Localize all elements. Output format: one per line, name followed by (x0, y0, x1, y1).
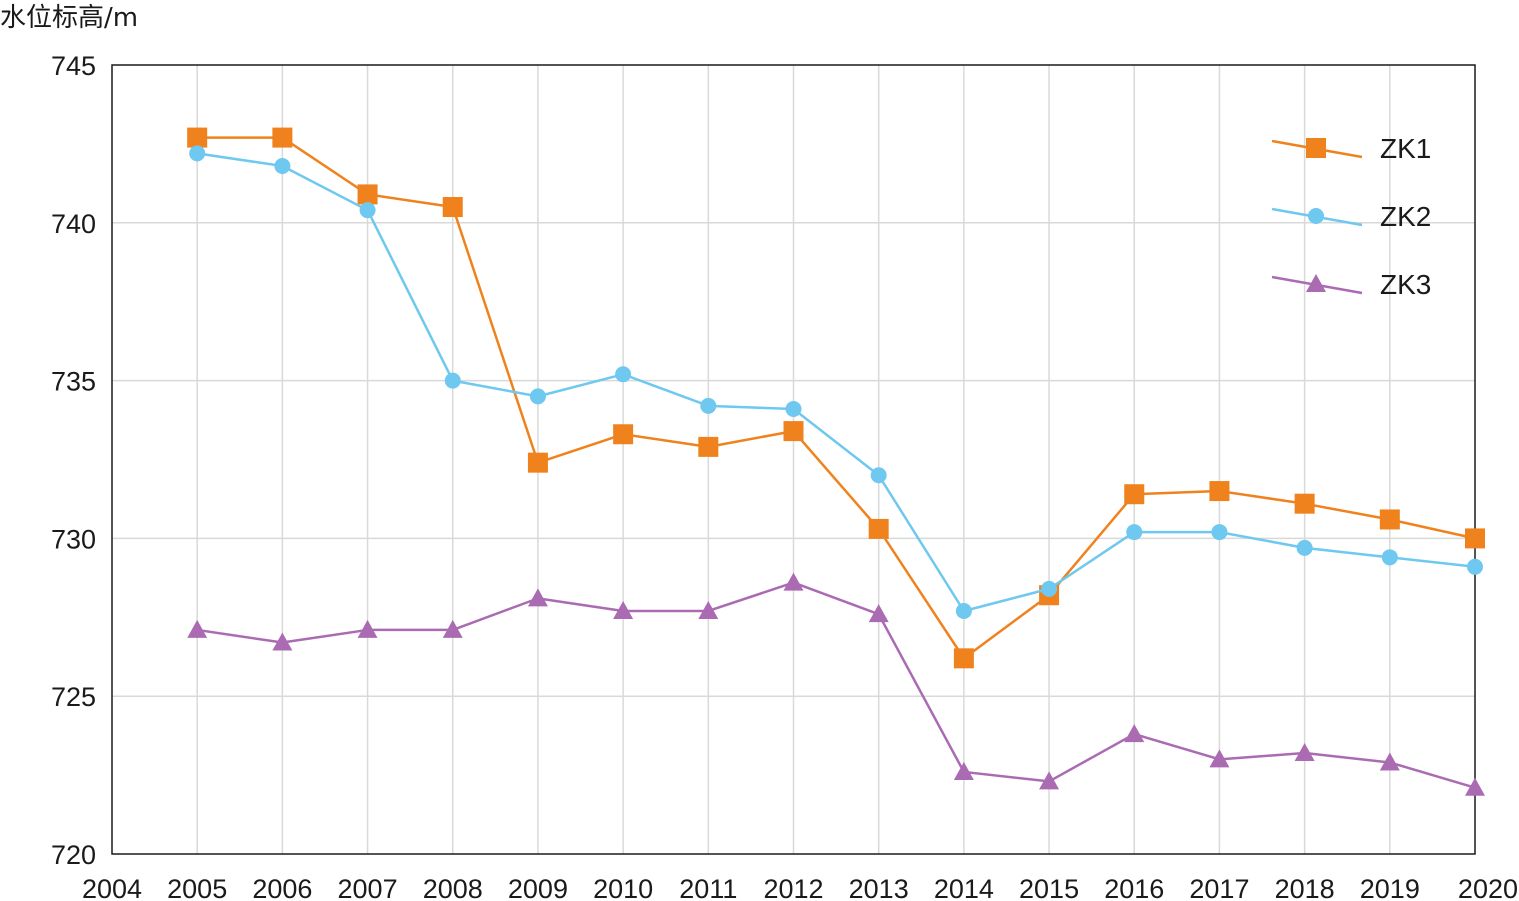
y-tick-label: 735 (51, 367, 96, 397)
data-point-zk2 (955, 602, 972, 619)
data-point-zk2 (785, 401, 802, 418)
data-point-zk1 (698, 436, 719, 457)
data-point-zk3 (1039, 771, 1060, 790)
data-point-zk1 (187, 127, 208, 148)
x-tick-label: 2020 (1458, 874, 1518, 901)
data-point-zk1 (272, 127, 293, 148)
legend-item-zk2: ZK2 (1271, 201, 1431, 232)
data-point-zk1 (1294, 493, 1315, 514)
data-point-zk3 (613, 600, 634, 619)
y-tick-label: 740 (51, 209, 96, 239)
y-axis-title: 水位标高/m (0, 3, 138, 33)
data-point-zk3 (1465, 777, 1485, 796)
data-point-zk2 (1126, 524, 1143, 541)
series-zk3 (187, 572, 1485, 796)
data-point-zk3 (357, 619, 378, 638)
x-tick-label: 2009 (508, 874, 568, 901)
series-zk1 (187, 127, 1485, 669)
x-tick-label: 2019 (1360, 874, 1420, 901)
legend-marker (1308, 208, 1324, 224)
data-point-zk3 (1209, 749, 1230, 768)
legend-item-zk3: ZK3 (1271, 269, 1431, 300)
data-point-zk2 (189, 145, 206, 162)
x-tick-label: 2018 (1275, 874, 1335, 901)
data-point-zk3 (187, 619, 208, 638)
data-point-zk2 (1467, 558, 1483, 575)
series-zk2 (189, 145, 1483, 619)
data-point-zk1 (1465, 528, 1485, 549)
x-tick-label: 2017 (1189, 874, 1249, 901)
grid (112, 65, 1475, 854)
series-line-zk1 (197, 136, 1476, 660)
data-point-zk3 (698, 600, 719, 619)
x-axis-ticks: 2004 2005 2006 2007 2008 2009 2010 2011 2012 2013… (82, 874, 1518, 901)
data-point-zk1 (868, 518, 889, 539)
data-point-zk3 (868, 604, 889, 623)
data-point-zk2 (529, 388, 546, 405)
y-axis-ticks: 720 725 730 735 740 745 (51, 51, 96, 870)
y-tick-label: 730 (51, 524, 96, 554)
data-point-zk1 (613, 424, 634, 445)
data-point-zk3 (1294, 743, 1315, 762)
x-tick-label: 2010 (593, 874, 653, 901)
data-point-zk2 (1041, 580, 1058, 597)
data-point-zk1 (953, 648, 974, 669)
data-point-zk2 (1211, 524, 1228, 541)
data-point-zk1 (357, 184, 378, 205)
legend-marker (1306, 138, 1326, 158)
legend-label: ZK1 (1380, 133, 1431, 164)
data-point-zk3 (527, 588, 548, 607)
data-point-zk3 (442, 619, 463, 638)
data-point-zk3 (783, 572, 804, 591)
x-tick-label: 2008 (423, 874, 483, 901)
legend-item-zk1: ZK1 (1271, 133, 1431, 164)
legend: ZK1 ZK2 ZK3 (1271, 133, 1431, 300)
x-tick-label: 2012 (763, 874, 823, 901)
y-tick-label: 720 (51, 840, 96, 870)
legend-label: ZK3 (1380, 269, 1431, 300)
data-point-zk2 (444, 372, 461, 389)
legend-marker (1306, 274, 1326, 292)
y-tick-label: 725 (51, 682, 96, 712)
plot-area-frame (111, 64, 1476, 855)
y-tick-label: 745 (51, 51, 96, 81)
x-tick-label: 2006 (252, 874, 312, 901)
x-tick-label: 2013 (849, 874, 909, 901)
data-point-zk3 (1124, 724, 1145, 743)
data-point-zk1 (783, 421, 804, 442)
data-point-zk1 (442, 197, 463, 218)
series-line-zk3 (197, 581, 1476, 789)
legend-label: ZK2 (1380, 201, 1431, 232)
x-tick-label: 2015 (1019, 874, 1079, 901)
data-point-zk2 (274, 157, 291, 174)
data-point-zk3 (1379, 752, 1400, 771)
x-tick-label: 2014 (934, 874, 994, 901)
data-point-zk2 (1296, 539, 1313, 556)
x-tick-label: 2011 (679, 874, 737, 901)
data-point-zk2 (1381, 549, 1398, 566)
data-point-zk1 (1209, 481, 1230, 502)
data-point-zk1 (1379, 509, 1400, 530)
data-point-zk2 (700, 397, 717, 414)
data-point-zk3 (953, 761, 974, 780)
x-tick-label: 2007 (338, 874, 398, 901)
data-point-zk2 (870, 467, 887, 484)
x-tick-label: 2005 (167, 874, 227, 901)
data-point-zk2 (615, 366, 632, 383)
data-point-zk2 (359, 202, 376, 219)
data-point-zk1 (1124, 484, 1145, 505)
data-point-zk3 (272, 632, 293, 651)
x-tick-label: 2016 (1104, 874, 1164, 901)
data-point-zk1 (527, 452, 548, 473)
x-tick-label: 2004 (82, 874, 142, 901)
series-line-zk2 (197, 152, 1476, 613)
series-layer (187, 127, 1485, 796)
